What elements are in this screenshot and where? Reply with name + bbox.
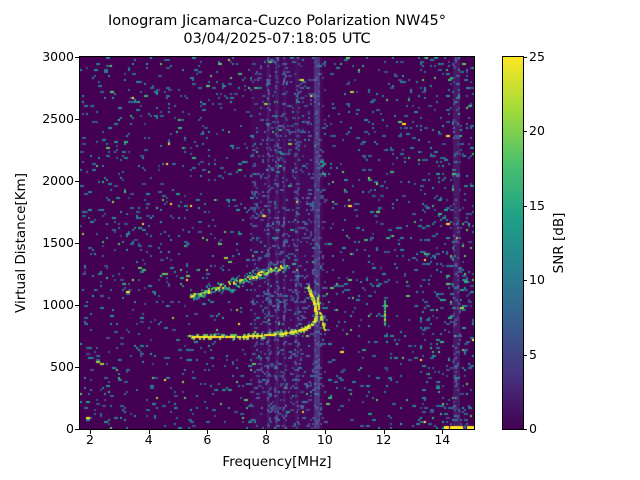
x-tick-label: 12	[375, 432, 392, 447]
colorbar-tick-mark	[523, 429, 527, 430]
ionogram-heatmap	[80, 57, 474, 429]
colorbar-tick-label: 0	[529, 420, 537, 436]
x-tick-label: 10	[316, 432, 333, 447]
x-tick-mark	[207, 430, 209, 434]
colorbar-tick-label: 15	[529, 197, 545, 213]
y-tick-label: 1500	[42, 234, 74, 250]
plot-area	[79, 56, 475, 430]
x-tick-mark	[442, 430, 444, 434]
colorbar-tick-mark	[523, 57, 527, 58]
colorbar-gradient	[503, 57, 523, 429]
x-tick-mark	[148, 430, 150, 434]
y-tick-mark	[75, 367, 79, 368]
y-tick-mark	[75, 119, 79, 120]
y-tick-label: 3000	[42, 48, 74, 64]
y-tick-label: 2500	[42, 110, 74, 126]
colorbar-tick-mark	[523, 354, 527, 356]
x-tick-label: 6	[203, 432, 212, 447]
x-axis-label: Frequency[MHz]	[222, 454, 332, 470]
y-tick-label: 500	[50, 358, 74, 374]
colorbar-tick-mark	[523, 131, 527, 133]
x-tick-label: 14	[434, 432, 451, 447]
chart-title: Ionogram Jicamarca-Cuzco Polarization NW…	[107, 13, 447, 29]
colorbar-tick-mark	[523, 280, 527, 282]
x-tick-label: 4	[144, 432, 153, 447]
y-tick-mark	[75, 181, 79, 182]
y-tick-label: 0	[66, 420, 74, 436]
chart-subtitle: 03/04/2025-07:18:05 UTC	[183, 31, 371, 47]
colorbar-tick-label: 10	[529, 271, 545, 287]
x-tick-label: 8	[262, 432, 271, 447]
x-tick-mark	[324, 430, 326, 434]
y-tick-mark	[75, 305, 79, 306]
x-tick-mark	[89, 430, 91, 434]
y-tick-label: 2000	[42, 172, 74, 188]
y-tick-label: 1000	[42, 296, 74, 312]
colorbar-label: SNR [dB]	[551, 212, 567, 274]
y-tick-mark	[75, 429, 79, 430]
colorbar-tick-mark	[523, 205, 527, 207]
colorbar	[502, 56, 524, 430]
x-tick-label: 2	[85, 432, 94, 447]
colorbar-tick-label: 25	[529, 48, 545, 64]
y-tick-mark	[75, 57, 79, 58]
y-axis-label: Virtual Distance[Km]	[13, 173, 29, 313]
x-tick-mark	[266, 430, 268, 434]
colorbar-tick-label: 20	[529, 123, 545, 139]
y-tick-mark	[75, 243, 79, 244]
colorbar-tick-label: 5	[529, 346, 537, 362]
x-tick-mark	[383, 430, 385, 434]
